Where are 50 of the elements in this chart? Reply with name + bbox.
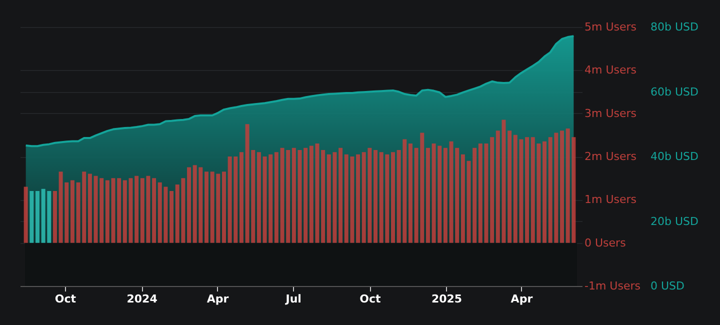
x-tick-label: Apr [206, 292, 230, 306]
bar [35, 191, 40, 243]
y-tick-label: 0 Users [584, 236, 626, 250]
bar [30, 191, 34, 243]
y2-tick-label: 60b USD [650, 85, 698, 98]
x-tick-label: 2025 [431, 292, 462, 306]
x-tick-label: Oct [54, 292, 76, 306]
y2-tick-label: 0 USD [650, 280, 684, 292]
bar [134, 176, 139, 243]
bar [52, 191, 57, 243]
bar [426, 148, 430, 243]
y-tick-label: 4m Users [584, 64, 637, 77]
x-tick-label: Apr [510, 292, 534, 306]
bar [560, 130, 564, 243]
bar [239, 152, 244, 243]
bar [105, 180, 110, 243]
bar [525, 137, 530, 243]
bar [460, 154, 465, 243]
bar [542, 141, 547, 243]
bar [274, 152, 278, 243]
bar [321, 150, 326, 243]
bar [391, 152, 395, 243]
bar [24, 186, 28, 243]
y2-tick-label: 80b USD [650, 20, 698, 34]
y-tick-label: 2m Users [584, 150, 637, 163]
bar [170, 191, 174, 243]
y-tick-label: 5m Users [584, 20, 637, 34]
bar [256, 152, 261, 243]
bar [204, 172, 208, 243]
y-tick-label: 3m Users [584, 106, 637, 120]
bar [374, 150, 378, 243]
y-tick-label: -1m Users [584, 280, 641, 292]
x-tick-label: Jul [284, 292, 302, 306]
bar [508, 130, 512, 243]
bar [187, 167, 192, 243]
bar [338, 148, 343, 243]
bar [356, 154, 360, 243]
bar [222, 172, 226, 243]
bar [490, 137, 494, 243]
bar [443, 148, 448, 243]
bar [70, 180, 74, 243]
bar [292, 148, 296, 243]
x-tick-label: 2024 [126, 292, 158, 306]
x-tick-label: Oct [360, 292, 381, 306]
bar [152, 178, 156, 243]
bar [408, 144, 412, 243]
bar [88, 174, 92, 243]
y2-tick-label: 20b USD [650, 214, 698, 228]
y2-tick-label: 40b USD [650, 150, 698, 163]
y-tick-label: 1m Users [584, 193, 637, 206]
